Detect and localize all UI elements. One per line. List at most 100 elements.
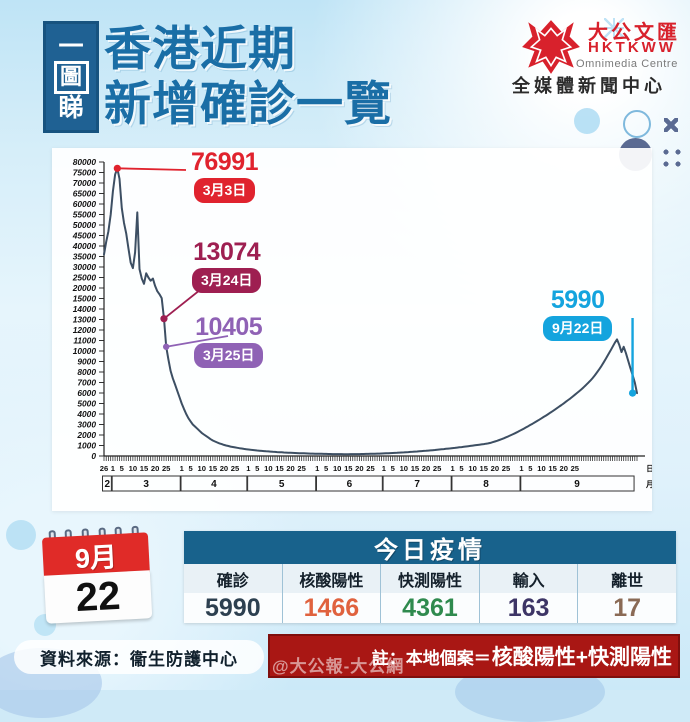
svg-text:20: 20 bbox=[286, 464, 294, 473]
svg-text:5: 5 bbox=[120, 464, 125, 473]
svg-text:25: 25 bbox=[162, 464, 171, 473]
callout-value: 76991 bbox=[191, 148, 259, 176]
svg-text:12000: 12000 bbox=[73, 325, 97, 335]
svg-text:10: 10 bbox=[264, 464, 272, 473]
svg-text:15: 15 bbox=[344, 464, 353, 473]
svg-text:10: 10 bbox=[129, 464, 137, 473]
svg-text:0: 0 bbox=[91, 451, 96, 461]
svg-text:7000: 7000 bbox=[77, 378, 96, 388]
calendar-day: 22 bbox=[43, 570, 153, 624]
svg-text:35000: 35000 bbox=[73, 252, 97, 262]
callout-date: 3月25日 bbox=[194, 343, 264, 368]
svg-text:25: 25 bbox=[433, 464, 442, 473]
svg-text:15: 15 bbox=[275, 464, 284, 473]
svg-text:1: 1 bbox=[180, 464, 185, 473]
data-source-label: 資料來源：衞生防護中心 bbox=[14, 640, 264, 674]
badge-line-1: 一 bbox=[58, 32, 84, 61]
svg-text:15: 15 bbox=[548, 464, 557, 473]
svg-text:1: 1 bbox=[382, 464, 387, 473]
annotation-markers bbox=[113, 164, 637, 397]
svg-text:11000: 11000 bbox=[73, 336, 96, 346]
svg-text:5: 5 bbox=[391, 464, 396, 473]
table-header-row: 確診 核酸陽性 快測陽性 輸入 離世 bbox=[184, 564, 676, 593]
callout-value: 5990 bbox=[550, 286, 605, 314]
svg-text:7: 7 bbox=[414, 479, 420, 490]
svg-text:10: 10 bbox=[333, 464, 341, 473]
svg-text:15: 15 bbox=[209, 464, 218, 473]
callout-date: 9月22日 bbox=[543, 316, 613, 341]
y-axis: 0100020003000400050006000700080009000100… bbox=[72, 157, 105, 461]
value-confirmed: 5990 bbox=[184, 593, 283, 623]
svg-text:20: 20 bbox=[355, 464, 363, 473]
value-pcr-positive: 1466 bbox=[282, 593, 382, 623]
callout-76991: 76991 3月3日 bbox=[191, 148, 259, 203]
svg-text:6: 6 bbox=[347, 479, 353, 490]
svg-text:4: 4 bbox=[211, 479, 217, 490]
callout-value: 13074 bbox=[193, 238, 261, 266]
column-header-confirmed: 確診 bbox=[184, 564, 283, 593]
svg-text:1: 1 bbox=[315, 464, 320, 473]
svg-text:5: 5 bbox=[188, 464, 193, 473]
svg-text:3000: 3000 bbox=[77, 420, 96, 430]
svg-text:14000: 14000 bbox=[73, 304, 97, 314]
svg-text:2000: 2000 bbox=[76, 430, 96, 440]
svg-text:15000: 15000 bbox=[73, 294, 97, 304]
table-value-row: 5990 1466 4361 163 17 bbox=[184, 593, 676, 623]
svg-text:5: 5 bbox=[459, 464, 464, 473]
svg-text:10: 10 bbox=[400, 464, 408, 473]
column-header-imported: 輸入 bbox=[479, 564, 579, 593]
header: 一 圖 睇 香港近期 新增確診一覽 大公文匯 HKTKWW Omnimedia … bbox=[0, 0, 690, 148]
chart-card: 0 1000 2000 3000 4000 5000 6000 7000 8000 9000 100… bbox=[52, 148, 652, 511]
svg-text:1: 1 bbox=[111, 464, 116, 473]
svg-text:5000: 5000 bbox=[77, 399, 96, 409]
svg-text:25: 25 bbox=[366, 464, 375, 473]
svg-text:45000: 45000 bbox=[72, 231, 97, 241]
svg-text:9000: 9000 bbox=[77, 357, 96, 367]
note-prefix: 註：本地個案＝ bbox=[371, 648, 491, 668]
svg-text:55000: 55000 bbox=[73, 210, 97, 220]
svg-text:20: 20 bbox=[422, 464, 430, 473]
epidemic-line-chart: 0100020003000400050006000700080009000100… bbox=[72, 157, 652, 492]
svg-text:5: 5 bbox=[528, 464, 533, 473]
svg-text:8000: 8000 bbox=[77, 367, 96, 377]
svg-text:1: 1 bbox=[246, 464, 251, 473]
callout-5990: 5990 9月22日 bbox=[543, 286, 613, 341]
svg-text:月: 月 bbox=[645, 480, 652, 489]
column-header-pcr-positive: 核酸陽性 bbox=[282, 564, 382, 593]
page-title: 香港近期 新增確診一覽 bbox=[104, 22, 392, 132]
svg-text:4000: 4000 bbox=[76, 409, 96, 419]
svg-text:20000: 20000 bbox=[72, 283, 97, 293]
svg-text:8: 8 bbox=[483, 479, 489, 490]
hktkww-cross-icon bbox=[522, 20, 580, 74]
title-line-1: 香港近期 bbox=[104, 22, 296, 75]
svg-text:日: 日 bbox=[646, 464, 652, 473]
svg-text:10: 10 bbox=[468, 464, 476, 473]
column-header-deaths: 離世 bbox=[578, 564, 676, 593]
callout-10405: 10405 3月25日 bbox=[194, 313, 264, 368]
svg-text:5: 5 bbox=[255, 464, 260, 473]
svg-text:6000: 6000 bbox=[77, 388, 96, 398]
svg-text:15: 15 bbox=[411, 464, 420, 473]
deco-dot-grid bbox=[660, 146, 684, 170]
svg-text:20: 20 bbox=[491, 464, 499, 473]
callout-date: 3月3日 bbox=[193, 178, 256, 203]
svg-text:1: 1 bbox=[451, 464, 456, 473]
svg-text:3: 3 bbox=[143, 479, 149, 490]
svg-text:10: 10 bbox=[197, 464, 205, 473]
callout-value: 10405 bbox=[195, 313, 263, 341]
svg-text:26: 26 bbox=[100, 464, 108, 473]
value-deaths: 17 bbox=[578, 593, 676, 623]
note-formula: 核酸陽性+快測陽性 bbox=[491, 646, 672, 669]
svg-text:30000: 30000 bbox=[73, 262, 97, 272]
svg-text:20: 20 bbox=[151, 464, 159, 473]
local-case-note: 註：本地個案＝ 核酸陽性+快測陽性 bbox=[268, 634, 680, 678]
logo-centre-name: 全媒體新聞中心 bbox=[512, 76, 666, 96]
table-title: 今日疫情 bbox=[184, 531, 676, 564]
svg-text:25: 25 bbox=[502, 464, 511, 473]
svg-text:25: 25 bbox=[297, 464, 306, 473]
brand-logo: 大公文匯 HKTKWW Omnimedia Centre 全媒體新聞中心 bbox=[504, 10, 677, 100]
logo-chinese-name: 大公文匯 bbox=[588, 22, 680, 44]
svg-text:70000: 70000 bbox=[73, 178, 97, 188]
